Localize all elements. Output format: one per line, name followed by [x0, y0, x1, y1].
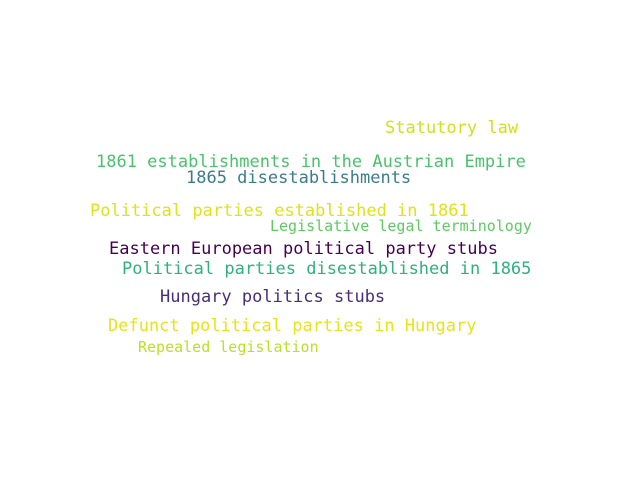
- word-eastern-european-political-party-stubs: Eastern European political party stubs: [109, 239, 498, 259]
- word-statutory-law: Statutory law: [385, 118, 519, 138]
- word-political-parties-disestablished-1865: Political parties disestablished in 1865: [122, 259, 532, 279]
- word-1865-disestablishments: 1865 disestablishments: [186, 168, 412, 188]
- word-hungary-politics-stubs: Hungary politics stubs: [160, 287, 386, 307]
- word-political-parties-established-1861: Political parties established in 1861: [90, 201, 469, 221]
- word-defunct-political-parties-hungary: Defunct political parties in Hungary: [108, 316, 477, 336]
- word-legislative-legal-terminology: Legislative legal terminology: [270, 217, 532, 235]
- word-repealed-legislation: Repealed legislation: [138, 338, 319, 356]
- word-1861-establishments-austrian-empire: 1861 establishments in the Austrian Empi…: [96, 152, 526, 172]
